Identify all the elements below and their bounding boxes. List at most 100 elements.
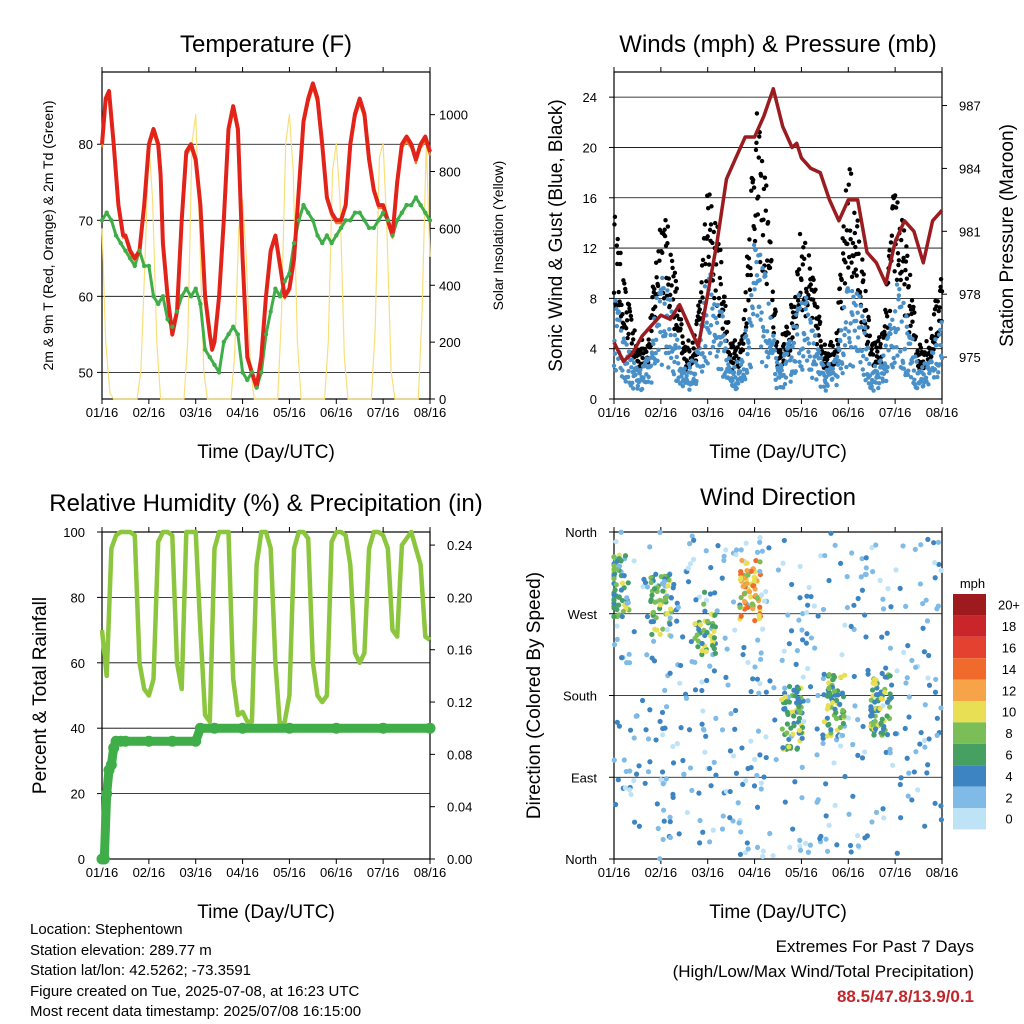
wind-point <box>746 340 751 345</box>
direction-point <box>723 788 730 795</box>
gust-point <box>698 290 704 295</box>
direction-point <box>740 583 746 589</box>
direction-point <box>924 770 930 776</box>
colorbar-label: 6 <box>1005 748 1012 763</box>
extremes-subheading: (High/Low/Max Wind/Total Precipitation) <box>672 962 974 981</box>
direction-point <box>826 721 832 727</box>
wind-point <box>629 357 635 362</box>
x-tick-label: 03/16 <box>179 865 212 880</box>
direction-point <box>713 772 719 778</box>
wind-point <box>654 295 659 301</box>
gust-point <box>877 335 882 340</box>
wind-point <box>839 328 844 333</box>
direction-point <box>723 674 729 681</box>
wind-point <box>934 342 940 348</box>
direction-point <box>742 590 748 596</box>
y-tick-label: 0 <box>590 392 597 407</box>
wind-point <box>813 362 819 367</box>
wind-point <box>668 297 673 303</box>
wind-point <box>849 288 855 294</box>
gust-point <box>808 282 813 287</box>
wind-point <box>932 367 938 372</box>
wind-point <box>648 363 654 369</box>
direction-point <box>859 755 866 761</box>
gust-point <box>860 257 865 262</box>
direction-point <box>702 749 708 755</box>
y-tick-label: 24 <box>583 90 597 105</box>
wind-point <box>732 364 737 370</box>
direction-point <box>616 594 622 600</box>
direction-point <box>659 709 666 716</box>
dewpoint-point <box>198 301 203 307</box>
direction-point <box>779 697 785 703</box>
direction-point <box>780 745 786 751</box>
direction-point <box>611 554 617 560</box>
direction-point <box>800 610 806 617</box>
direction-point <box>707 663 713 669</box>
direction-point <box>663 704 670 710</box>
direction-point <box>755 637 761 643</box>
gust-point <box>938 284 943 290</box>
gust-point <box>887 308 893 314</box>
direction-point <box>651 638 657 644</box>
wind-point <box>794 325 799 330</box>
wind-point <box>757 252 763 258</box>
direction-point <box>873 542 879 548</box>
direction-point <box>793 661 799 667</box>
direction-point <box>904 675 910 681</box>
direction-point <box>644 613 651 620</box>
direction-point <box>696 594 703 600</box>
wind-point <box>910 336 915 342</box>
wind-point <box>612 351 618 356</box>
gust-point <box>849 260 854 265</box>
direction-point <box>667 834 673 841</box>
direction-point <box>727 788 733 795</box>
y2-tick-label: 987 <box>959 99 981 114</box>
gust-point <box>611 290 617 296</box>
direction-point <box>807 684 814 690</box>
gust-point <box>662 227 667 232</box>
direction-point <box>800 674 806 680</box>
colorbar-label: 20+ <box>998 598 1020 613</box>
x-tick-label: 08/16 <box>926 405 959 420</box>
direction-point <box>922 823 928 829</box>
direction-point <box>888 604 894 610</box>
gust-point <box>895 251 901 256</box>
wind-point <box>672 333 678 338</box>
gust-point <box>848 236 853 242</box>
dewpoint-point <box>231 324 236 329</box>
gust-point <box>717 313 722 318</box>
wind-point <box>867 361 872 367</box>
direction-point <box>887 750 893 756</box>
wind-point <box>621 336 627 341</box>
direction-point <box>636 823 642 829</box>
wind-point <box>766 301 771 306</box>
wind-point <box>884 378 889 384</box>
direction-point <box>613 539 619 545</box>
y2-tick-label: 400 <box>439 278 461 293</box>
direction-point <box>884 699 891 705</box>
direction-point <box>614 623 620 629</box>
gust-point <box>722 294 727 299</box>
dewpoint-point <box>156 301 161 307</box>
direction-point <box>748 594 754 600</box>
direction-point <box>699 640 705 647</box>
wind-point <box>782 381 788 387</box>
direction-point <box>615 602 622 608</box>
direction-point <box>938 803 944 809</box>
direction-point <box>869 709 875 715</box>
gust-point <box>813 287 818 292</box>
colorbar-label: 0 <box>1005 812 1012 827</box>
gust-point <box>756 194 761 199</box>
dewpoint-point <box>334 233 339 238</box>
direction-point <box>667 819 673 825</box>
wind-point <box>843 320 849 325</box>
direction-point <box>650 618 657 625</box>
direction-point <box>684 809 690 816</box>
gust-point <box>856 239 862 244</box>
y-tick-label: 20 <box>583 140 597 155</box>
gust-point <box>898 277 903 283</box>
direction-point <box>805 698 811 704</box>
direction-point <box>920 625 926 631</box>
gust-point <box>847 254 852 260</box>
